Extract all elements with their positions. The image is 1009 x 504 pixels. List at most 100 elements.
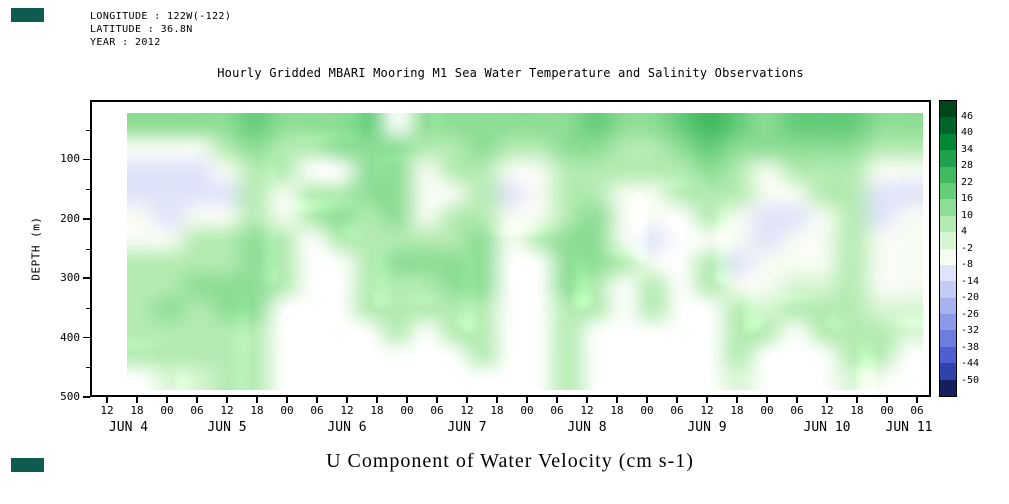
- x-tick-mark: [826, 397, 828, 403]
- x-tick-mark: [496, 397, 498, 403]
- colorbar-tick-label: -14: [961, 275, 980, 287]
- x-tick-mark: [286, 397, 288, 403]
- y-tick-label: 500: [60, 390, 80, 403]
- x-tick-mark: [346, 397, 348, 403]
- corner-marker-bottom-left: [11, 458, 44, 472]
- x-date-label: JUN 5: [207, 420, 247, 435]
- colorbar-segment: [940, 314, 956, 331]
- x-tick-mark: [106, 397, 108, 403]
- latitude-label: LATITUDE : 36.8N: [90, 24, 193, 35]
- colorbar-tick-label: 28: [961, 160, 974, 171]
- colorbar-segment: [940, 330, 956, 347]
- x-tick-label: 00: [160, 404, 174, 417]
- x-tick-mark: [676, 397, 678, 403]
- x-tick-label: 06: [430, 404, 444, 417]
- x-tick-label: 12: [820, 404, 834, 417]
- colorbar-tick-label: -8: [961, 259, 974, 270]
- x-tick-label: 06: [190, 404, 204, 417]
- x-tick-mark: [616, 397, 618, 403]
- colorbar-tick-label: -32: [961, 325, 980, 336]
- colorbar-segment: [940, 150, 956, 167]
- colorbar-tick-label: 22: [961, 176, 974, 188]
- x-tick-label: 12: [460, 404, 474, 417]
- colorbar-tick-label: 34: [961, 143, 974, 155]
- x-tick-mark: [226, 397, 228, 403]
- year-label: YEAR : 2012: [90, 37, 161, 48]
- x-tick-mark: [466, 397, 468, 403]
- x-tick-label: 06: [550, 404, 564, 417]
- x-tick-mark: [586, 397, 588, 403]
- x-date-label: JUN 11: [885, 420, 933, 435]
- x-tick-mark: [916, 397, 918, 403]
- x-tick-mark: [256, 397, 258, 403]
- x-tick-mark: [796, 397, 798, 403]
- y-tick-mark: [83, 336, 90, 339]
- metadata-block: LONGITUDE : 122W(-122) LATITUDE : 36.8N …: [90, 10, 231, 49]
- x-tick-label: 18: [370, 404, 384, 417]
- x-tick-mark: [766, 397, 768, 403]
- colorbar-segment: [940, 199, 956, 216]
- x-tick-label: 18: [130, 404, 144, 417]
- y-axis-label: DEPTH (m): [29, 216, 43, 281]
- x-date-label: JUN 8: [567, 420, 607, 435]
- x-axis-caption: U Component of Water Velocity (cm s-1): [326, 450, 694, 472]
- x-tick-mark: [196, 397, 198, 403]
- x-tick-mark: [646, 397, 648, 403]
- colorbar-segment: [940, 101, 956, 118]
- x-tick-mark: [136, 397, 138, 403]
- y-tick-label: 100: [60, 152, 80, 166]
- plot-title: Hourly Gridded MBARI Mooring M1 Sea Wate…: [217, 66, 804, 80]
- x-tick-mark: [736, 397, 738, 403]
- x-tick-label: 18: [250, 404, 264, 417]
- colorbar-segment: [940, 363, 956, 380]
- x-tick-mark: [886, 397, 888, 403]
- colorbar-segment: [940, 248, 956, 265]
- x-tick-label: 12: [340, 404, 354, 417]
- colorbar-tick-label: -44: [961, 358, 980, 369]
- colorbar-segment: [940, 346, 956, 364]
- colorbar-segment: [940, 117, 956, 134]
- x-date-label: JUN 4: [108, 420, 149, 435]
- colorbar-tick-label: -2: [961, 242, 974, 254]
- x-tick-label: 12: [100, 404, 114, 417]
- colorbar-tick-label: 40: [961, 127, 974, 138]
- x-tick-label: 12: [580, 404, 594, 417]
- colorbar-segment: [940, 264, 956, 282]
- x-tick-mark: [166, 397, 168, 403]
- y-tick-label: 200: [60, 211, 80, 225]
- y-tick-label: 300: [60, 271, 80, 285]
- longitude-label: LONGITUDE : 122W(-122): [90, 11, 232, 22]
- x-tick-mark: [706, 397, 708, 403]
- x-date-label: JUN 10: [803, 420, 851, 435]
- colorbar-segment: [940, 215, 956, 233]
- x-tick-label: 06: [910, 404, 924, 417]
- x-tick-mark: [406, 397, 408, 403]
- x-tick-mark: [376, 397, 378, 403]
- colorbar: [939, 100, 957, 397]
- colorbar-tick-label: 10: [961, 209, 974, 221]
- x-tick-label: 00: [880, 404, 894, 417]
- colorbar-segment: [940, 281, 956, 298]
- y-tick-label: 400: [60, 330, 80, 344]
- x-tick-label: 18: [850, 404, 864, 417]
- x-tick-label: 12: [220, 404, 234, 417]
- x-tick-mark: [856, 397, 858, 403]
- colorbar-segment: [940, 379, 956, 397]
- x-tick-mark: [556, 397, 558, 403]
- x-tick-label: 18: [490, 404, 504, 417]
- x-tick-label: 00: [520, 404, 534, 417]
- x-date-label: JUN 6: [327, 420, 367, 435]
- x-tick-label: 00: [760, 404, 774, 417]
- colorbar-tick-label: -38: [961, 341, 980, 353]
- x-tick-label: 00: [400, 404, 414, 417]
- x-tick-label: 00: [640, 404, 654, 417]
- colorbar-segment: [940, 297, 956, 315]
- corner-marker-top-left: [11, 8, 44, 22]
- x-tick-mark: [316, 397, 318, 403]
- colorbar-tick-label: 16: [961, 193, 974, 204]
- colorbar-tick-label: -26: [961, 308, 980, 320]
- y-tick-mark: [83, 158, 90, 161]
- x-tick-mark: [436, 397, 438, 403]
- heatmap-canvas: [127, 113, 923, 390]
